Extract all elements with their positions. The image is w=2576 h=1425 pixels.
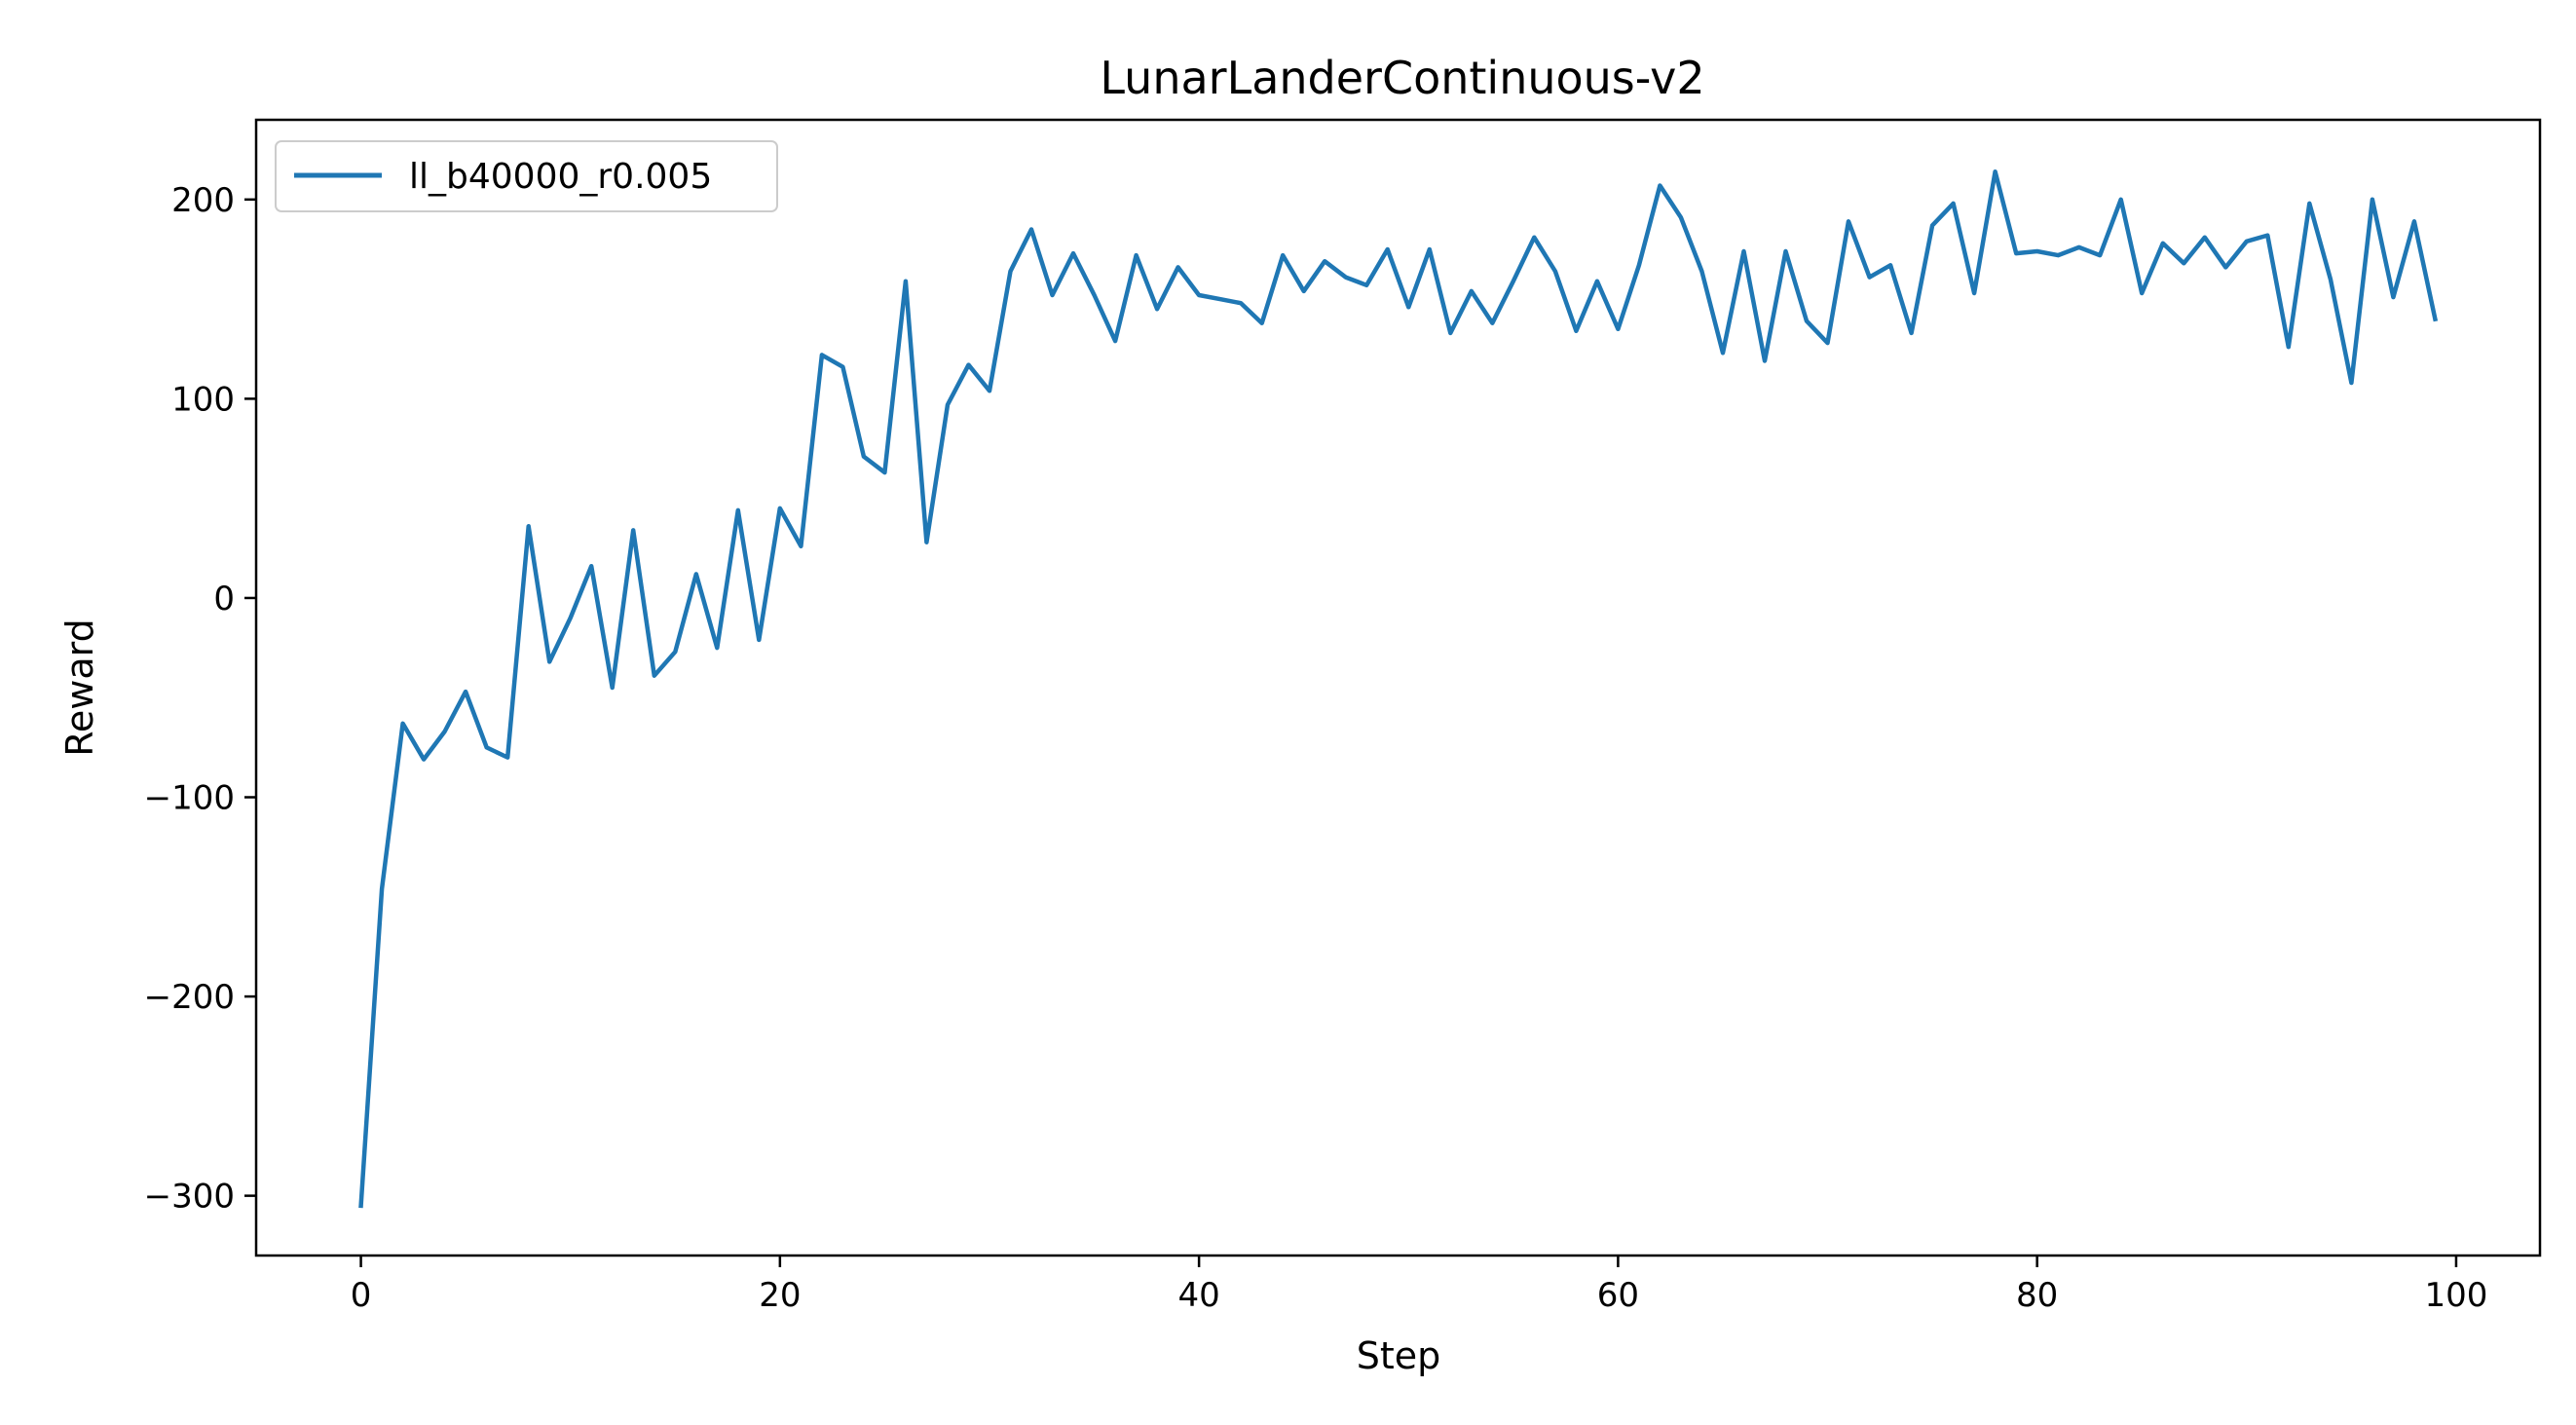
legend-box [275,140,778,212]
chart-title: LunarLanderContinuous-v2 [1100,52,1704,104]
x-tick-label: 40 [1177,1276,1219,1315]
x-axis-ticks: 0 20 40 60 80 100 [351,1256,2487,1315]
legend: ll_b40000_r0.005 [275,140,778,212]
series-line-0 [358,169,2439,1209]
y-tick-label: 100 [171,380,235,419]
plot-frame [254,118,2542,1257]
y-tick-label: −100 [144,779,235,818]
x-axis-label: Step [1357,1334,1441,1377]
y-tick-label: 0 [213,580,235,619]
x-tick-label: 0 [351,1276,372,1315]
legend-label: ll_b40000_r0.005 [409,157,712,197]
series-layer [358,169,2439,1209]
y-axis-ticks: 200 100 0 −100 −200 −300 [144,181,256,1217]
y-tick-label: −300 [144,1178,235,1217]
y-axis-label: Reward [58,619,101,757]
y-tick-label: 200 [171,181,235,220]
x-tick-label: 60 [1597,1276,1639,1315]
x-tick-label: 80 [2016,1276,2058,1315]
x-tick-label: 20 [759,1276,801,1315]
y-tick-label: −200 [144,978,235,1017]
x-tick-label: 100 [2424,1276,2487,1315]
